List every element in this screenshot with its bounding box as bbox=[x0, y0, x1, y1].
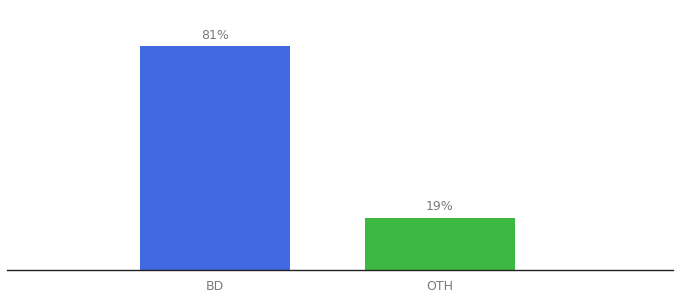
Text: 81%: 81% bbox=[201, 28, 229, 42]
Bar bbox=[140, 46, 290, 270]
Bar bbox=[365, 218, 515, 270]
Text: 19%: 19% bbox=[426, 200, 454, 214]
